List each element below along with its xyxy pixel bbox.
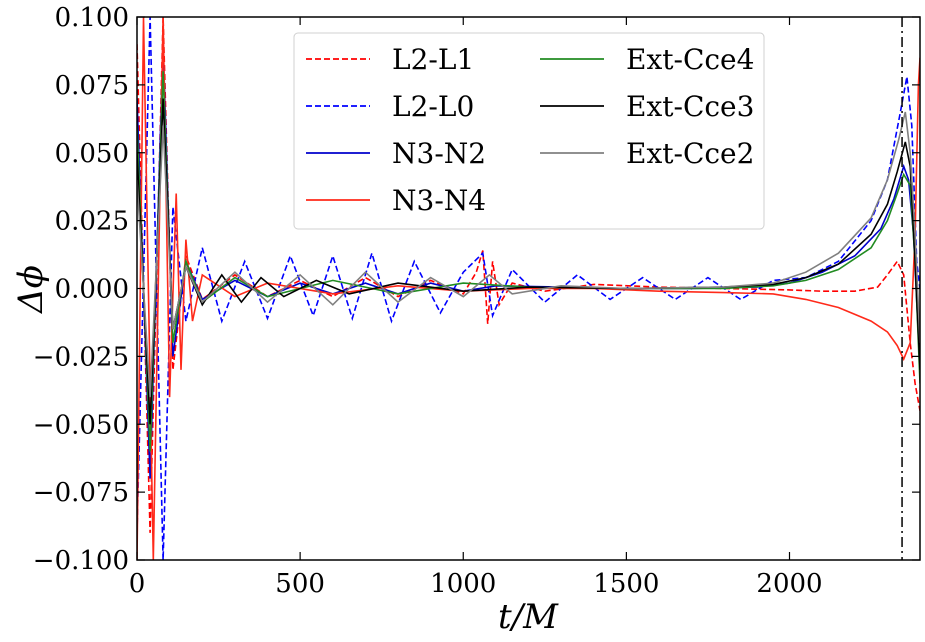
- y-axis-label: Δϕ: [11, 265, 51, 315]
- legend-label: Ext-Cce4: [626, 43, 754, 76]
- x-tick-label: 500: [275, 569, 325, 599]
- y-tick-label: 0.025: [55, 207, 129, 237]
- x-axis-label: t/M: [498, 597, 559, 637]
- legend-label: Ext-Cce3: [626, 90, 754, 123]
- y-tick-label: 0.000: [55, 275, 129, 305]
- y-tick-label: −0.050: [33, 410, 129, 440]
- y-tick-label: −0.100: [33, 546, 129, 576]
- x-tick-label: 0: [129, 569, 146, 599]
- legend-label: N3-N4: [392, 184, 486, 217]
- series-layer: [137, 17, 920, 560]
- legend-label: Ext-Cce2: [626, 137, 754, 170]
- y-tick-label: 0.050: [55, 139, 129, 169]
- legend-label: N3-N2: [392, 137, 486, 170]
- x-tick-label: 2000: [756, 569, 822, 599]
- y-tick-label: −0.025: [33, 342, 129, 372]
- series-line-l2-l0: [137, 17, 920, 560]
- legend-label: L2-L1: [392, 43, 474, 76]
- tick-layer: 0 500 1000 1500 2000 −0.100 −0.075 −0.050 −0.025…: [33, 3, 920, 599]
- y-tick-label: 0.075: [55, 71, 129, 101]
- legend-label: L2-L0: [392, 90, 474, 123]
- x-tick-label: 1000: [430, 569, 496, 599]
- x-tick-label: 1500: [593, 569, 659, 599]
- legend: L2-L1 L2-L0 N3-N2 N3-N4 Ext-Cce4 Ext-Cce3 Ext-…: [293, 32, 765, 230]
- y-tick-label: −0.075: [33, 478, 129, 508]
- y-tick-label: 0.100: [55, 3, 129, 33]
- legend-box: [293, 32, 765, 230]
- series-line-ext-cce2: [137, 111, 920, 398]
